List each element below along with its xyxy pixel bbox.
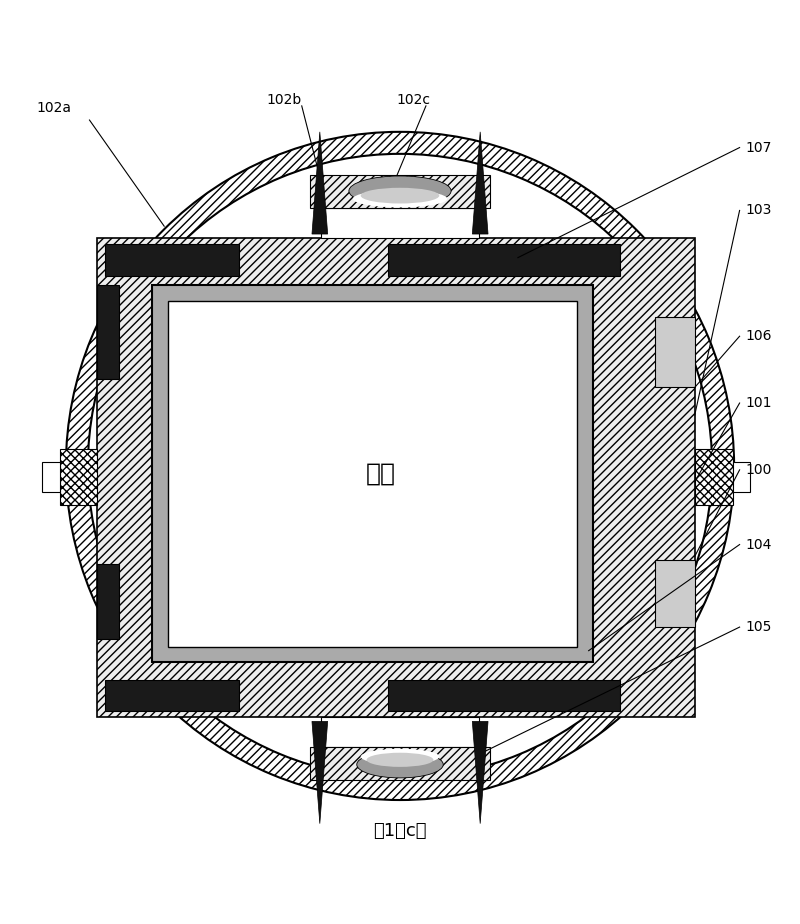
Text: 100: 100 — [746, 463, 772, 477]
Ellipse shape — [361, 188, 439, 203]
Bar — [152, 286, 593, 663]
Ellipse shape — [366, 753, 434, 767]
Bar — [322, 208, 478, 238]
Bar — [98, 238, 694, 718]
Bar — [733, 462, 750, 492]
Bar — [322, 718, 478, 748]
Bar — [388, 244, 620, 275]
Text: 104: 104 — [746, 538, 772, 552]
Bar — [42, 462, 60, 492]
Bar — [388, 680, 620, 711]
Polygon shape — [312, 132, 328, 234]
Text: 103: 103 — [746, 203, 772, 217]
Bar — [310, 175, 490, 208]
Text: 106: 106 — [746, 329, 772, 343]
Polygon shape — [312, 722, 328, 823]
Ellipse shape — [357, 751, 443, 778]
Ellipse shape — [361, 748, 439, 764]
Bar — [98, 565, 119, 638]
Bar — [694, 449, 733, 505]
Polygon shape — [472, 722, 488, 823]
Bar — [106, 244, 239, 275]
Text: 102c: 102c — [396, 93, 430, 107]
Bar — [655, 317, 694, 387]
Ellipse shape — [353, 190, 447, 207]
Text: 102b: 102b — [266, 93, 302, 107]
Text: 101: 101 — [746, 396, 772, 410]
Bar — [98, 286, 119, 380]
Text: 102a: 102a — [37, 102, 72, 116]
Bar — [655, 560, 694, 627]
Polygon shape — [472, 132, 488, 234]
Text: 107: 107 — [746, 140, 772, 154]
Text: 电池: 电池 — [366, 462, 395, 486]
Bar — [60, 449, 98, 505]
Bar — [106, 680, 239, 711]
Text: 105: 105 — [746, 620, 772, 634]
Ellipse shape — [349, 176, 451, 206]
Bar — [168, 301, 577, 647]
Text: 图1（c）: 图1（c） — [374, 822, 426, 841]
Bar — [310, 748, 490, 781]
